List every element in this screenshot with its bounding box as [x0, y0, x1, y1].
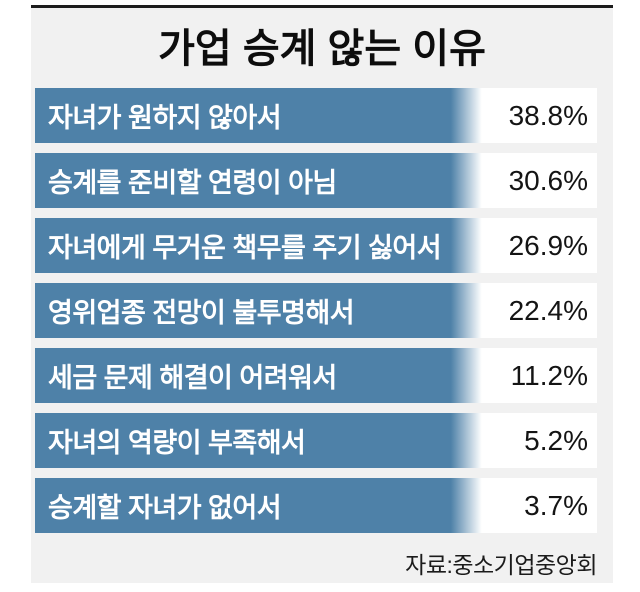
reason-label: 자녀에게 무거운 책무를 주기 싫어서 [48, 233, 442, 263]
reason-label: 세금 문제 해결이 어려워서 [48, 363, 337, 393]
percent-value: 30.6% [508, 164, 588, 196]
chart-panel: 가업 승계 않는 이유 자녀가 원하지 않아서 38.8% 승계를 준비할 연령… [31, 5, 613, 583]
table-row: 승계할 자녀가 없어서 3.7% [35, 478, 597, 533]
percent-value: 11.2% [510, 359, 588, 391]
reason-label: 승계할 자녀가 없어서 [48, 493, 282, 523]
table-row: 자녀의 역량이 부족해서 5.2% [35, 413, 597, 468]
reason-label: 영위업종 전망이 불투명해서 [48, 298, 355, 328]
reason-label: 승계를 준비할 연령이 아님 [48, 168, 337, 198]
percent-value: 38.8% [508, 99, 588, 131]
table-row: 영위업종 전망이 불투명해서 22.4% [35, 283, 597, 338]
percent-value: 5.2% [524, 424, 588, 456]
table-row: 자녀가 원하지 않아서 38.8% [35, 88, 597, 143]
percent-value: 26.9% [508, 229, 588, 261]
table-row: 자녀에게 무거운 책무를 주기 싫어서 26.9% [35, 218, 597, 273]
percent-value: 22.4% [508, 294, 588, 326]
source-label: 자료:중소기업중앙회 [405, 552, 597, 578]
percent-value: 3.7% [524, 489, 588, 521]
table-row: 세금 문제 해결이 어려워서 11.2% [35, 348, 597, 403]
rows: 자녀가 원하지 않아서 38.8% 승계를 준비할 연령이 아님 30.6% 자… [35, 88, 597, 533]
reason-label: 자녀의 역량이 부족해서 [48, 428, 306, 458]
table-row: 승계를 준비할 연령이 아님 30.6% [35, 153, 597, 208]
chart-title: 가업 승계 않는 이유 [158, 27, 486, 71]
reason-label: 자녀가 원하지 않아서 [48, 103, 282, 133]
